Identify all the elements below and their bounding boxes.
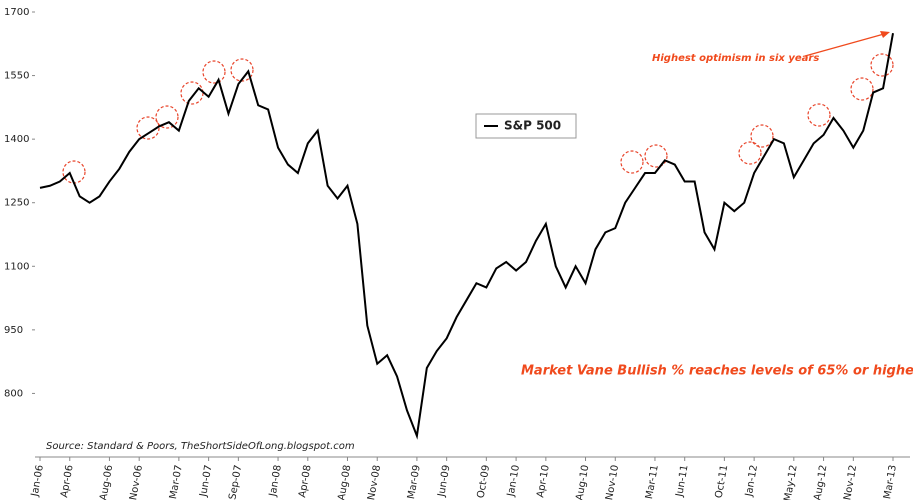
x-tick-label: Jan-06 <box>29 464 46 498</box>
x-tick-label: Mar-07 <box>168 464 185 500</box>
x-tick-label: Jun-11 <box>674 464 691 498</box>
annotation: Market Vane Bullish % reaches levels of … <box>521 364 913 379</box>
x-tick-label: Apr-06 <box>59 464 76 498</box>
x-tick-label: Sep-07 <box>227 464 244 500</box>
x-tick-label: Aug-06 <box>98 464 115 500</box>
y-tick-label: 1250 <box>4 198 29 209</box>
x-tick-label: Nov-10 <box>604 464 621 500</box>
x-tick-label: Jan-12 <box>744 464 761 498</box>
source-note: Source: Standard & Poors, TheShortSideOf… <box>46 441 355 452</box>
x-tick-label: Mar-11 <box>644 464 661 500</box>
highlights <box>62 53 894 184</box>
x-tick-label: Aug-10 <box>574 464 591 500</box>
annotation-arrow <box>804 33 885 57</box>
series-line <box>39 33 894 440</box>
x-tick-label: Jun-07 <box>198 464 215 498</box>
y-tick-label: 800 <box>4 388 23 399</box>
x-tick-label: Jun-09 <box>436 464 453 498</box>
x-tick-label: Apr-08 <box>297 464 314 498</box>
annotation: Highest optimism in six years <box>652 53 819 64</box>
y-tick-label: 1100 <box>4 261 29 272</box>
x-tick-label: Aug-12 <box>812 464 829 500</box>
y-tick-label: 1400 <box>4 134 29 145</box>
x-tick-label: Apr-10 <box>535 464 552 498</box>
x-tick-label: Mar-13 <box>882 464 899 500</box>
y-tick-label: 1700 <box>4 7 29 18</box>
x-tick-label: Oct-11 <box>714 464 731 499</box>
x-tick-label: Nov-08 <box>366 464 383 500</box>
x-tick-label: Jan-10 <box>505 464 522 498</box>
y-tick-label: 1550 <box>4 71 29 82</box>
x-tick-label: Nov-12 <box>842 464 859 500</box>
x-tick-label: Oct-09 <box>476 464 493 499</box>
y-tick-label: 950 <box>4 325 23 336</box>
x-tick-label: Nov-06 <box>128 464 145 500</box>
legend-label: S&P 500 <box>504 119 561 133</box>
x-tick-label: Jan-08 <box>267 464 284 498</box>
arrow-head <box>880 31 890 38</box>
x-tick-label: May-12 <box>782 464 799 500</box>
x-tick-label: Mar-09 <box>406 464 423 500</box>
x-tick-label: Aug-08 <box>336 464 353 500</box>
